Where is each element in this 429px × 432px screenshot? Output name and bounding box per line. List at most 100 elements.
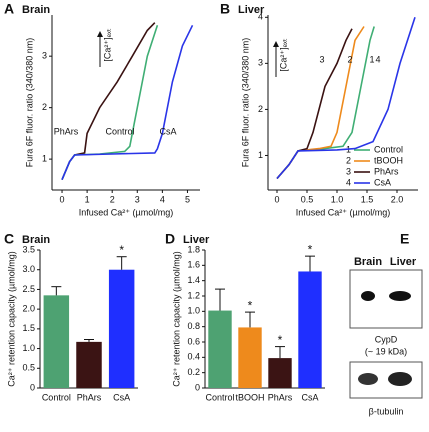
y-tick-label: 0.4 bbox=[187, 352, 200, 362]
y-tick-label: 1.5 bbox=[22, 323, 35, 333]
y-tick-label: 2.5 bbox=[22, 284, 35, 294]
series-label: CsA bbox=[159, 126, 176, 136]
panel-label: B bbox=[220, 1, 230, 17]
annotation: [Ca²⁺]ₑₓₜ bbox=[102, 28, 112, 62]
y-axis-label: Ca²⁺ retention capacity (µmol/mg) bbox=[6, 251, 16, 386]
x-tick-label: 1.0 bbox=[331, 194, 344, 204]
blot-band bbox=[389, 291, 411, 301]
blot-band bbox=[358, 373, 378, 385]
legend-label: tBOOH bbox=[374, 155, 403, 165]
legend-number: 4 bbox=[346, 177, 351, 187]
panel-label: C bbox=[4, 231, 14, 247]
bar bbox=[268, 358, 292, 388]
annotation: [Ca²⁺]ₑₓₜ bbox=[278, 38, 288, 72]
annotation-arrowhead bbox=[97, 31, 103, 37]
x-axis-label: Infused Ca²⁺ (µmol/mg) bbox=[296, 207, 390, 217]
significance-mark: * bbox=[248, 298, 253, 312]
x-tick-label: 1.5 bbox=[361, 194, 374, 204]
panel-label: A bbox=[4, 1, 14, 17]
y-tick-label: 3 bbox=[258, 58, 263, 68]
x-tick-label: 0.5 bbox=[301, 194, 314, 204]
y-tick-label: 4 bbox=[258, 12, 263, 22]
lane-label: Liver bbox=[390, 256, 417, 268]
size-label: (~ 19 kDa) bbox=[365, 346, 407, 356]
y-tick-label: 1.2 bbox=[187, 290, 200, 300]
data-line bbox=[61, 24, 194, 181]
chart-title: Liver bbox=[183, 234, 210, 246]
x-axis-label: Infused Ca²⁺ (µmol/mg) bbox=[79, 207, 173, 217]
x-tick-label: 1 bbox=[85, 194, 90, 204]
y-tick-label: 1.8 bbox=[187, 244, 200, 254]
legend-number: 2 bbox=[346, 155, 351, 165]
y-tick-label: 1.0 bbox=[22, 343, 35, 353]
bar bbox=[298, 271, 322, 388]
x-tick-label: 2.0 bbox=[391, 194, 404, 204]
annotation-arrowhead bbox=[273, 41, 279, 47]
x-tick-label: CsA bbox=[301, 392, 318, 402]
series-label: Control bbox=[105, 126, 134, 136]
x-tick-label: Control bbox=[205, 392, 234, 402]
bar bbox=[43, 295, 70, 388]
legend-label: Control bbox=[374, 144, 403, 154]
x-tick-label: 4 bbox=[160, 194, 165, 204]
y-tick-label: 2.0 bbox=[22, 304, 35, 314]
bar bbox=[76, 341, 102, 388]
x-tick-label: 0 bbox=[274, 194, 279, 204]
series-label: PhArs bbox=[54, 126, 79, 136]
blot-band bbox=[361, 291, 375, 301]
y-tick-label: 0.8 bbox=[187, 321, 200, 331]
y-tick-label: 1.4 bbox=[187, 275, 200, 285]
y-tick-label: 0 bbox=[30, 382, 35, 392]
protein-label: CypD bbox=[375, 334, 398, 344]
blot-frame bbox=[349, 269, 423, 329]
y-tick-label: 1 bbox=[258, 150, 263, 160]
data-line bbox=[276, 26, 375, 180]
lane-label: Brain bbox=[354, 256, 382, 268]
y-tick-label: 3.0 bbox=[22, 264, 35, 274]
x-tick-label: 5 bbox=[185, 194, 190, 204]
x-tick-label: PhArs bbox=[268, 392, 293, 402]
series-label: 4 bbox=[375, 54, 380, 64]
loading-label: β-tubulin bbox=[369, 406, 404, 416]
y-tick-label: 0.6 bbox=[187, 336, 200, 346]
y-tick-label: 1 bbox=[42, 153, 47, 163]
y-tick-label: 3 bbox=[42, 51, 47, 61]
y-tick-label: 0.2 bbox=[187, 367, 200, 377]
legend-label: CsA bbox=[374, 177, 391, 187]
x-tick-label: PhArs bbox=[77, 392, 102, 402]
x-tick-label: tBOOH bbox=[235, 392, 264, 402]
chart-title: Brain bbox=[22, 4, 50, 16]
panel-label: E bbox=[400, 231, 409, 247]
y-axis-label: Fura 6F fluor. ratio (340/380 nm) bbox=[240, 38, 250, 168]
y-tick-label: 0.5 bbox=[22, 363, 35, 373]
blot-panel: E Brain Liver CypD (~ 19 kDa) β-tubulin bbox=[349, 231, 423, 416]
data-line bbox=[276, 17, 416, 180]
chart-title: Brain bbox=[22, 234, 50, 246]
bar bbox=[208, 310, 232, 388]
x-tick-label: CsA bbox=[113, 392, 130, 402]
legend-label: PhArs bbox=[374, 166, 399, 176]
chart-title: Liver bbox=[238, 4, 265, 16]
x-tick-label: 3 bbox=[135, 194, 140, 204]
x-tick-label: Control bbox=[42, 392, 71, 402]
y-tick-label: 1.0 bbox=[187, 306, 200, 316]
y-tick-label: 2 bbox=[42, 102, 47, 112]
bar bbox=[238, 327, 262, 388]
significance-mark: * bbox=[278, 333, 283, 347]
legend-number: 3 bbox=[346, 166, 351, 176]
y-tick-label: 3.5 bbox=[22, 244, 35, 254]
series-label: 3 bbox=[319, 54, 324, 64]
significance-mark: * bbox=[119, 243, 124, 257]
y-tick-label: 1.6 bbox=[187, 260, 200, 270]
y-tick-label: 2 bbox=[258, 104, 263, 114]
significance-mark: * bbox=[308, 242, 313, 256]
y-axis-label: Ca²⁺ retention capacity (µmol/mg) bbox=[171, 251, 181, 386]
bar bbox=[108, 269, 135, 388]
x-tick-label: 2 bbox=[110, 194, 115, 204]
series-label: 2 bbox=[347, 54, 352, 64]
panel-label: D bbox=[165, 231, 175, 247]
series-label: 1 bbox=[369, 54, 374, 64]
y-tick-label: 0 bbox=[195, 382, 200, 392]
y-axis-label: Fura 6F fluor. ratio (340/380 nm) bbox=[24, 38, 34, 168]
